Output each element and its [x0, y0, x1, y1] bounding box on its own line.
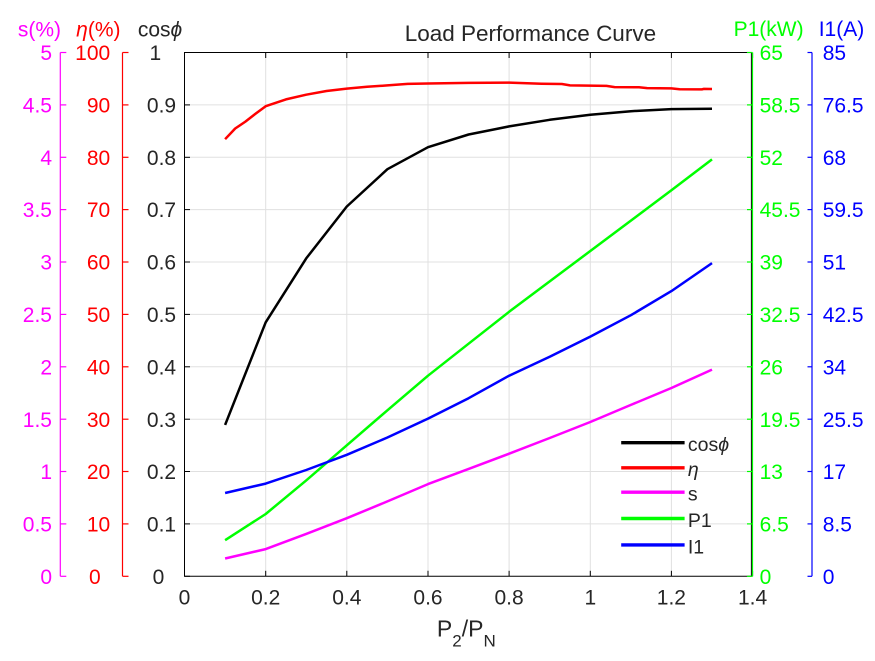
svg-text:0.5: 0.5	[147, 304, 176, 327]
svg-text:0.7: 0.7	[147, 199, 176, 222]
svg-text:0: 0	[89, 566, 101, 589]
svg-text:80: 80	[87, 147, 110, 170]
svg-text:85: 85	[823, 42, 846, 65]
svg-text:Load Performance Curve: Load Performance Curve	[405, 21, 656, 46]
svg-text:s: s	[688, 484, 698, 506]
svg-text:0: 0	[40, 566, 52, 589]
svg-text:P1(kW): P1(kW)	[734, 18, 804, 41]
svg-text:34: 34	[823, 356, 847, 379]
svg-text:s(%): s(%)	[18, 19, 61, 42]
svg-text:30: 30	[87, 409, 110, 432]
svg-text:4: 4	[40, 147, 52, 170]
svg-text:0.9: 0.9	[147, 95, 176, 118]
svg-text:0.2: 0.2	[251, 587, 280, 610]
svg-text:1.2: 1.2	[657, 587, 686, 610]
svg-text:5: 5	[40, 42, 52, 65]
svg-text:51: 51	[823, 252, 846, 275]
svg-text:100: 100	[75, 42, 110, 65]
svg-text:0.5: 0.5	[23, 514, 52, 537]
svg-text:39: 39	[760, 252, 783, 275]
svg-text:25.5: 25.5	[823, 409, 864, 432]
svg-text:0.2: 0.2	[147, 461, 176, 484]
svg-text:0.6: 0.6	[147, 252, 176, 275]
svg-text:52: 52	[760, 147, 783, 170]
svg-text:0.6: 0.6	[413, 587, 442, 610]
svg-text:10: 10	[87, 514, 110, 537]
svg-text:90: 90	[87, 95, 110, 118]
svg-text:42.5: 42.5	[823, 304, 864, 327]
svg-text:8.5: 8.5	[823, 514, 852, 537]
svg-text:1.4: 1.4	[738, 587, 768, 610]
svg-text:cosϕ: cosϕ	[688, 434, 729, 456]
svg-text:0: 0	[179, 587, 191, 610]
svg-text:0: 0	[153, 566, 165, 589]
svg-text:1: 1	[150, 42, 162, 65]
svg-text:60: 60	[87, 252, 110, 275]
svg-text:0.8: 0.8	[494, 587, 523, 610]
svg-text:0: 0	[760, 566, 772, 589]
svg-text:1: 1	[40, 461, 52, 484]
svg-text:20: 20	[87, 461, 110, 484]
svg-text:50: 50	[87, 304, 110, 327]
svg-text:13: 13	[760, 461, 783, 484]
svg-text:3: 3	[40, 252, 52, 275]
svg-text:cosϕ: cosϕ	[138, 19, 182, 42]
svg-text:59.5: 59.5	[823, 199, 864, 222]
svg-text:70: 70	[87, 199, 110, 222]
svg-text:45.5: 45.5	[760, 199, 801, 222]
svg-text:I1: I1	[688, 536, 704, 558]
svg-text:76.5: 76.5	[823, 95, 864, 118]
svg-text:0.3: 0.3	[147, 409, 176, 432]
svg-text:η(%): η(%)	[76, 19, 120, 42]
svg-text:I1(A): I1(A)	[819, 18, 865, 41]
svg-text:2.5: 2.5	[23, 304, 52, 327]
svg-text:26: 26	[760, 356, 783, 379]
svg-text:3.5: 3.5	[23, 199, 52, 222]
svg-text:17: 17	[823, 461, 846, 484]
svg-text:0.1: 0.1	[147, 514, 176, 537]
svg-text:6.5: 6.5	[760, 514, 789, 537]
svg-text:68: 68	[823, 147, 846, 170]
svg-text:1: 1	[584, 587, 596, 610]
svg-text:40: 40	[87, 356, 110, 379]
svg-text:19.5: 19.5	[760, 409, 801, 432]
svg-text:P1: P1	[688, 510, 712, 532]
svg-text:65: 65	[760, 42, 783, 65]
svg-text:0: 0	[823, 566, 835, 589]
svg-text:0.4: 0.4	[147, 356, 177, 379]
svg-text:32.5: 32.5	[760, 304, 801, 327]
svg-text:0.4: 0.4	[332, 587, 362, 610]
svg-text:4.5: 4.5	[23, 95, 52, 118]
svg-text:2: 2	[40, 356, 52, 379]
svg-text:0.8: 0.8	[147, 147, 176, 170]
svg-text:58.5: 58.5	[760, 95, 801, 118]
svg-text:1.5: 1.5	[23, 409, 52, 432]
svg-text:η: η	[688, 459, 699, 481]
